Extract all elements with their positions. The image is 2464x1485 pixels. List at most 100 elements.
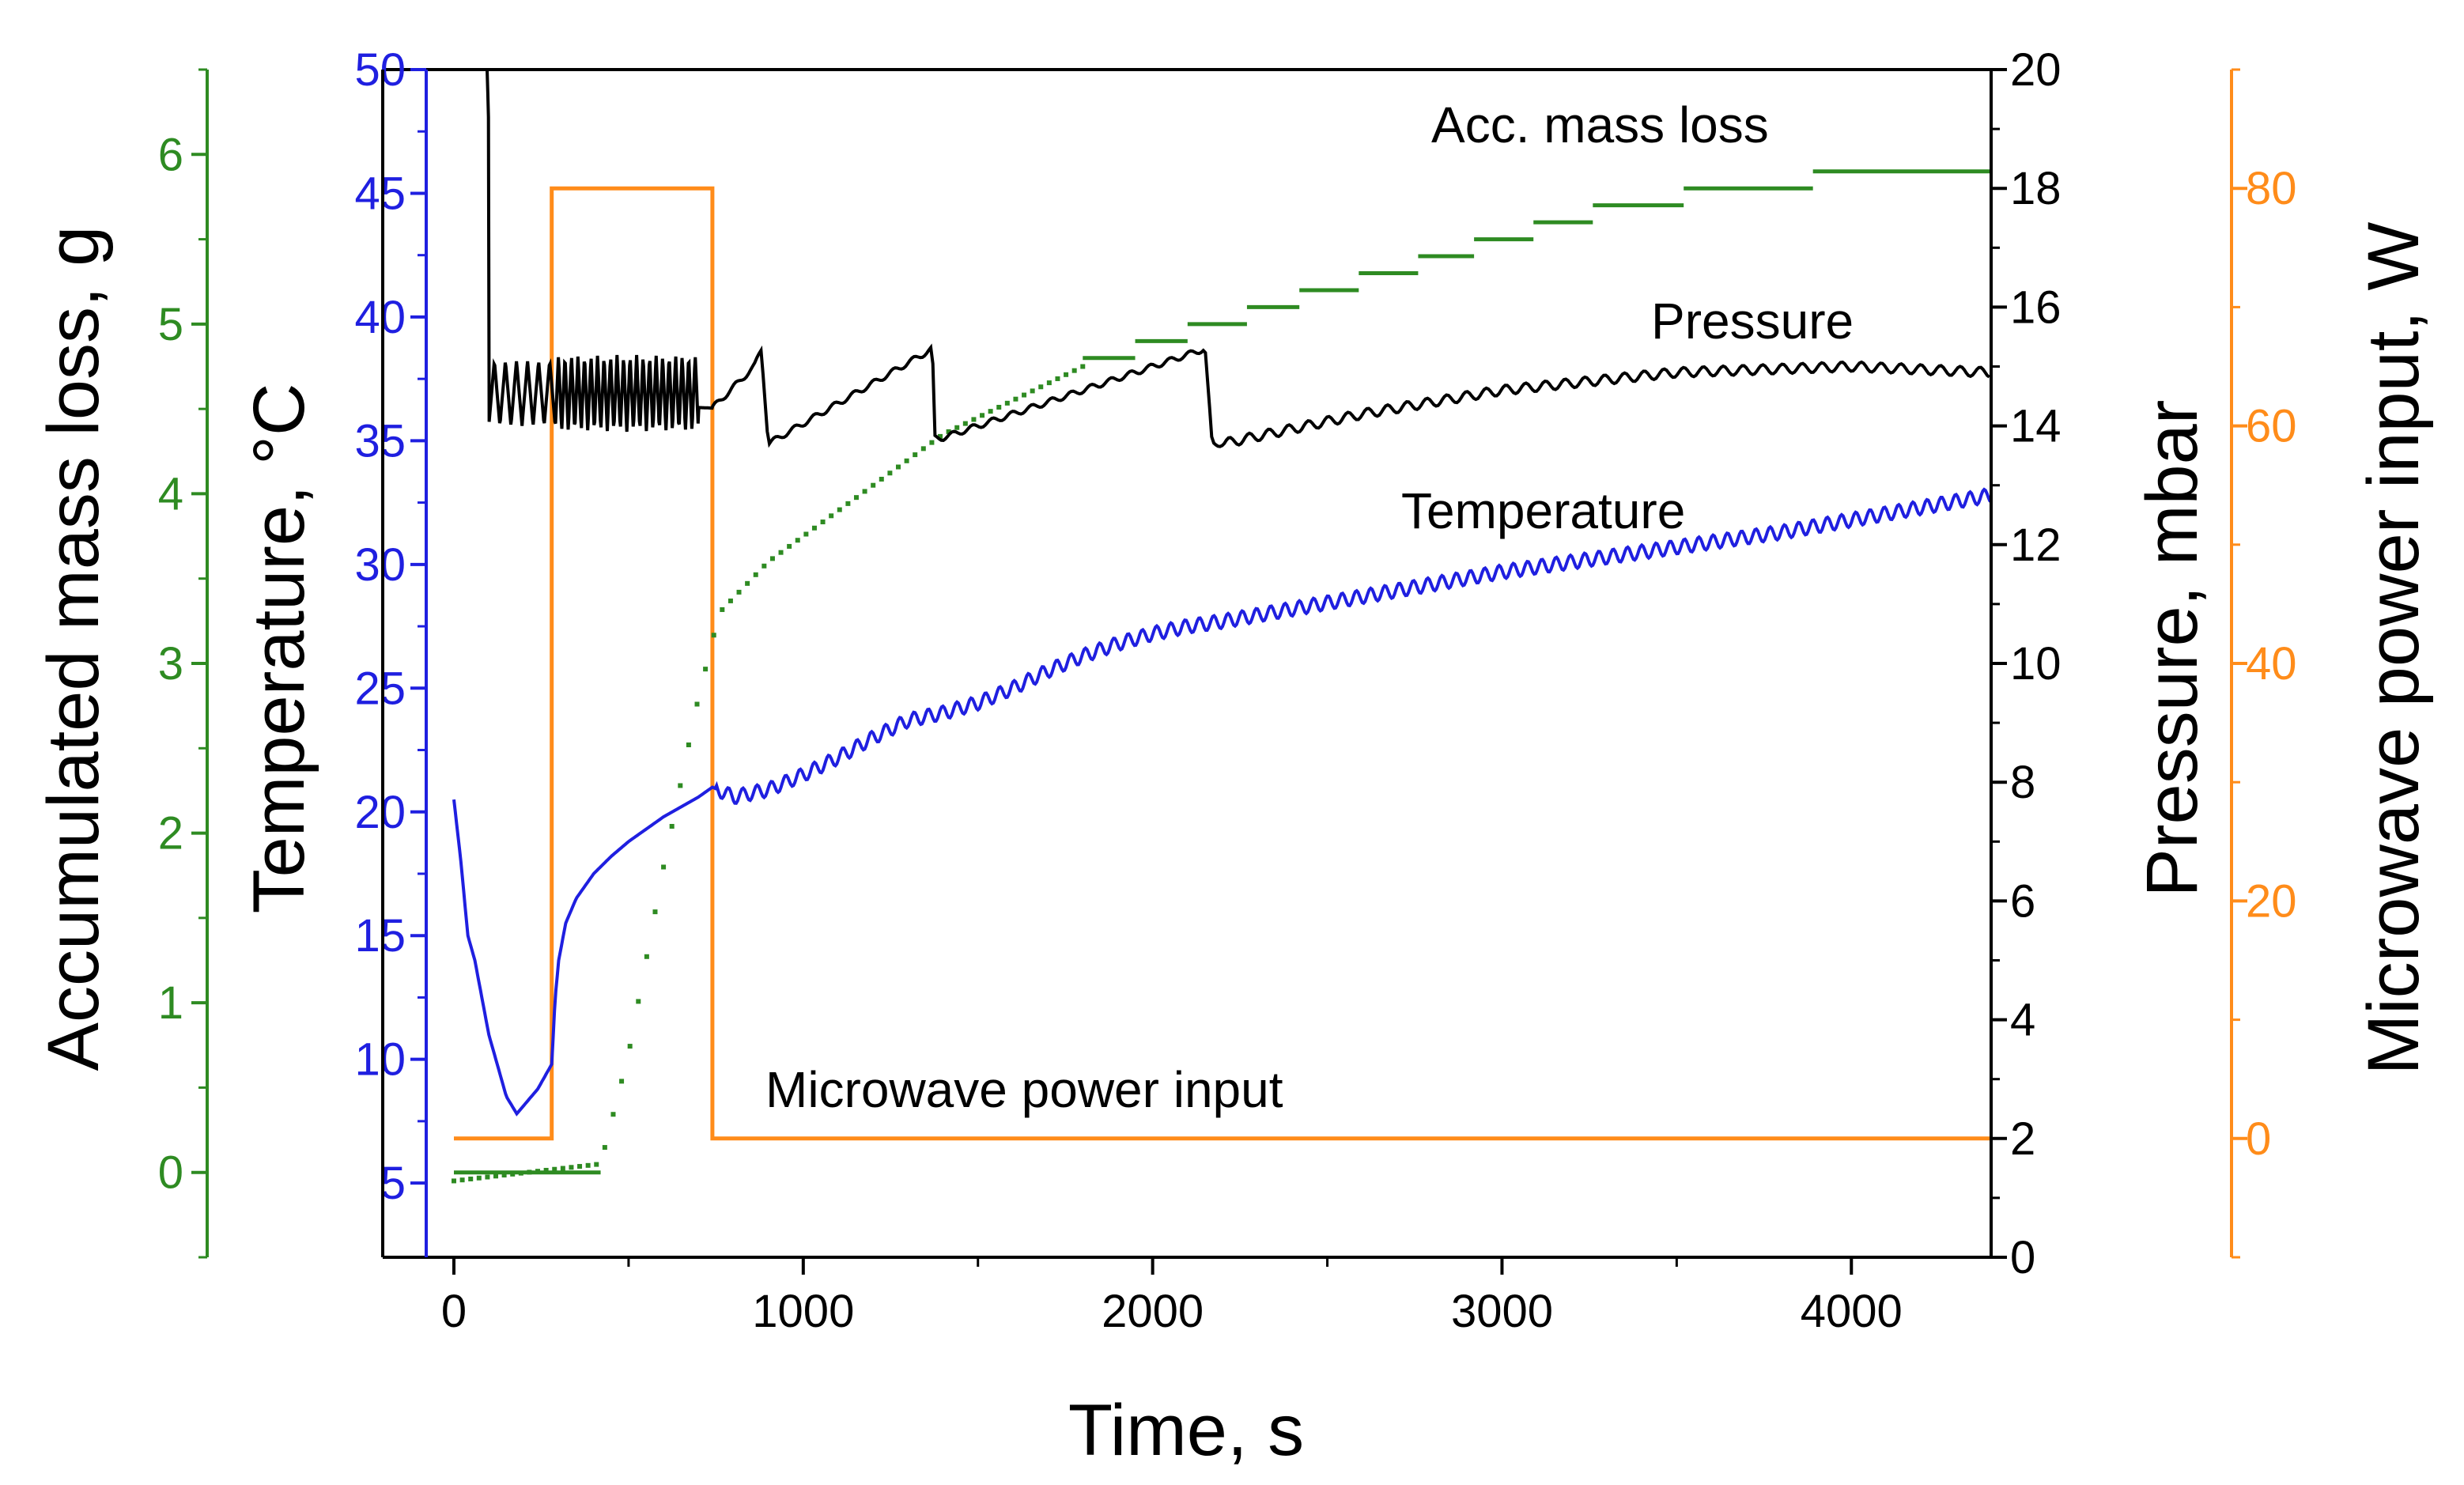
mass-loss-point (1046, 380, 1052, 386)
mass-loss-point (636, 999, 641, 1004)
pressure-tick-label: 14 (2010, 401, 2062, 452)
temperature-tick-label: 20 (354, 787, 406, 838)
mass-loss-point (1071, 368, 1077, 373)
mass-loss-point (946, 429, 951, 434)
mass-loss-point (769, 556, 775, 561)
mass-loss-point (493, 1173, 499, 1179)
pressure-tick-label: 0 (2010, 1232, 2035, 1283)
mass-loss-point (711, 633, 716, 638)
series-temperature-line (452, 487, 1993, 1117)
mass-loss-point (971, 417, 977, 422)
mass-loss-point (887, 470, 893, 476)
mass-loss-point (694, 701, 700, 707)
mass-loss-point (862, 489, 867, 494)
mass-loss-point (795, 538, 800, 543)
power-tick-label: 20 (2246, 875, 2297, 927)
mass-loss-point (761, 563, 767, 569)
mass-loss-point (988, 409, 993, 414)
annotation-microwave-power-input: Microwave power input (765, 1061, 1283, 1118)
mass-loss-point (1080, 364, 1086, 369)
mass-loss-point (879, 476, 884, 482)
mass-loss-point (811, 525, 817, 531)
mass-loss-point (1038, 384, 1044, 390)
mass-loss-point (476, 1175, 482, 1181)
mass-loss-point (895, 464, 901, 470)
mass-loss-point (871, 482, 876, 488)
annotation-pressure: Pressure (1651, 293, 1854, 350)
mass-loss-point (1030, 388, 1035, 394)
mass-loss-point (569, 1165, 574, 1170)
pressure-tick-label: 20 (2010, 44, 2062, 96)
mass-loss-point (652, 909, 658, 915)
mass-loss-point (929, 440, 935, 445)
temperature-tick-label: 30 (354, 539, 406, 591)
mass-loss-point (686, 742, 691, 747)
pressure-tick-label: 16 (2010, 282, 2062, 333)
x-tick-label: 2000 (1102, 1286, 1204, 1337)
pressure-tick-label: 2 (2010, 1113, 2035, 1165)
mass-loss-point (1022, 392, 1027, 398)
mass-loss-point (829, 513, 834, 519)
temperature-tick-label: 5 (380, 1158, 406, 1209)
mass-loss-point (678, 783, 683, 788)
mass-loss-point (962, 421, 968, 426)
series-layer (452, 69, 1993, 1184)
mass-loss-point (468, 1176, 474, 1181)
axes-layer: 0 1000 2000 3000 400001234565101520253035404… (158, 44, 2297, 1337)
temperature-tick-label: 25 (354, 663, 406, 714)
temperature-tick-label: 15 (354, 910, 406, 962)
mass-loss-point (913, 452, 918, 458)
mass-loss-point (459, 1177, 465, 1183)
power-axis-label: Microwave power input, W (2353, 221, 2434, 1075)
mass-loss-point (820, 520, 826, 525)
series-microwave-power-line (454, 186, 1991, 1141)
mass-loss-point (803, 531, 809, 537)
mass-loss-point (552, 1166, 557, 1172)
temperature-tick-label: 10 (354, 1034, 406, 1086)
annotation-acc-mass-loss: Acc. mass loss (1431, 96, 1769, 153)
temperature-tick-label: 50 (354, 44, 406, 96)
pressure-tick-label: 10 (2010, 638, 2062, 690)
mass-tick-label: 0 (158, 1147, 183, 1199)
mass-loss-point (619, 1079, 625, 1084)
mass-tick-label: 2 (158, 808, 183, 860)
pressure-tick-label: 6 (2010, 875, 2035, 927)
mass-loss-point (644, 954, 649, 959)
x-axis-label: Time, s (1068, 1390, 1304, 1471)
mass-loss-point (485, 1174, 490, 1180)
mass-loss-point (904, 458, 909, 463)
mass-loss-point (703, 667, 709, 672)
x-tick-label: 0 (441, 1286, 467, 1337)
x-tick-label: 3000 (1451, 1286, 1553, 1337)
pressure-tick-label: 18 (2010, 163, 2062, 214)
text-layer: Time, s Accumulated mass loss, g Tempera… (33, 96, 2434, 1471)
x-tick-label: 4000 (1801, 1286, 1903, 1337)
mass-loss-point (778, 550, 784, 555)
mass-loss-point (727, 598, 733, 603)
mass-loss-point (543, 1167, 549, 1173)
mass-loss-point (720, 606, 725, 612)
mass-loss-point (787, 543, 792, 549)
mass-tick-label: 6 (158, 129, 183, 180)
mass-loss-point (577, 1164, 583, 1169)
mass-loss-point (837, 507, 842, 512)
mass-loss-point (669, 823, 675, 829)
pressure-tick-label: 4 (2010, 995, 2035, 1046)
series-mass-loss (452, 169, 1991, 1184)
mass-loss-point (996, 404, 1002, 410)
power-tick-label: 60 (2246, 401, 2297, 452)
mass-axis-label: Accumulated mass loss, g (33, 226, 114, 1071)
pressure-tick-label: 8 (2010, 757, 2035, 808)
pressure-tick-label: 12 (2010, 520, 2062, 571)
mass-loss-point (610, 1112, 616, 1117)
mass-loss-point (745, 580, 750, 586)
mass-loss-point (560, 1166, 565, 1171)
mass-tick-label: 3 (158, 638, 183, 690)
mass-loss-point (602, 1145, 607, 1151)
mass-loss-point (1064, 372, 1069, 377)
mass-loss-point (753, 572, 758, 577)
mass-loss-point (853, 495, 859, 501)
power-tick-label: 40 (2246, 638, 2297, 690)
series-pressure-line (486, 69, 1990, 448)
